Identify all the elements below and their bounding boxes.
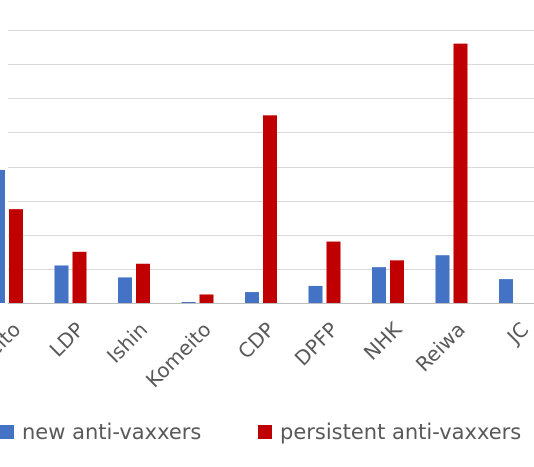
bar-persistent-sanseito: [9, 209, 23, 303]
bar-new-ldp: [54, 265, 69, 303]
bar-new-dpfp: [308, 285, 323, 303]
bar-persistent-komeito: [199, 294, 214, 303]
bar-new-jcp: [499, 279, 513, 303]
legend: new anti-vaxxers persistent anti-vaxxers: [0, 414, 534, 450]
category-label-komeito: Komeito: [141, 317, 216, 392]
bar-persistent-nhk: [390, 260, 404, 303]
bar-new-nhk: [372, 267, 386, 303]
category-label-nhk: NHK: [359, 317, 407, 365]
bar-persistent-cdp: [263, 115, 277, 303]
category-label-ldp: LDP: [45, 317, 89, 361]
bar-new-sanseito: [0, 169, 5, 303]
bar-persistent-ishin: [136, 263, 150, 303]
bar-persistent-reiwa: [453, 43, 468, 304]
legend-label-new: new anti-vaxxers: [22, 420, 202, 444]
bar-persistent-ldp: [72, 251, 87, 303]
category-label-ishin: Ishin: [102, 317, 152, 367]
category-label-sanseito: nseito: [0, 317, 25, 377]
bar-new-komeito: [181, 301, 196, 303]
bar-persistent-dpfp: [326, 241, 341, 303]
legend-swatch-persistent: [258, 425, 272, 439]
legend-item-persistent-anti-vaxxers: persistent anti-vaxxers: [258, 414, 521, 450]
bar-new-cdp: [245, 292, 259, 303]
category-label-jcp: JC: [501, 317, 533, 349]
legend-swatch-new: [0, 425, 14, 439]
bars: [0, 43, 513, 304]
legend-item-new-anti-vaxxers: new anti-vaxxers: [0, 414, 201, 450]
bar-new-ishin: [118, 277, 132, 303]
category-label-dpfp: DPFP: [290, 317, 343, 370]
bar-new-reiwa: [435, 255, 450, 303]
category-label-reiwa: Reiwa: [411, 317, 470, 376]
legend-label-persistent: persistent anti-vaxxers: [280, 420, 522, 444]
category-label-cdp: CDP: [233, 317, 279, 363]
